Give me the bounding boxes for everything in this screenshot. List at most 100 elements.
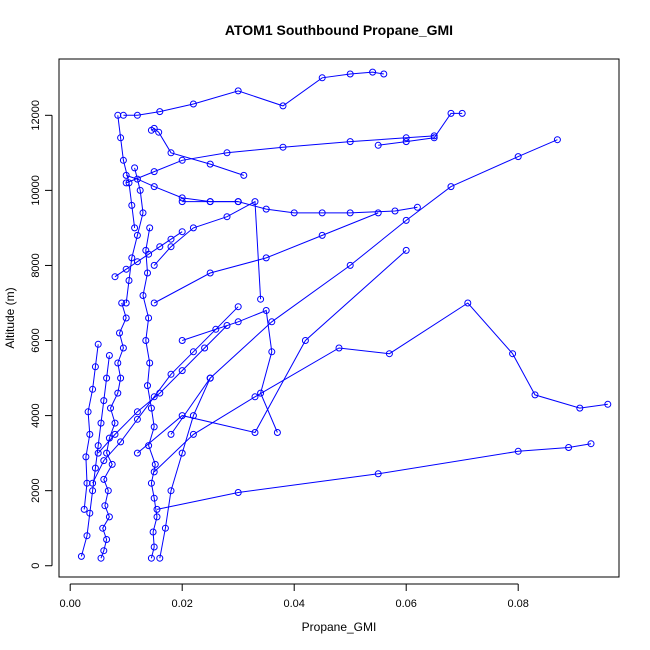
data-point <box>402 134 410 142</box>
data-point <box>279 102 287 110</box>
data-point <box>118 299 126 307</box>
series-3 <box>80 340 102 513</box>
data-point <box>103 449 111 457</box>
data-point <box>77 552 85 560</box>
data-point <box>257 295 265 303</box>
data-point <box>212 325 220 333</box>
x-axis-label: Propane_GMI <box>302 620 377 634</box>
series-20 <box>111 228 186 281</box>
plot-frame <box>58 58 620 578</box>
data-point <box>262 205 270 213</box>
data-point <box>150 299 158 307</box>
y-axis-label: Altitude (m) <box>3 287 17 348</box>
data-point <box>189 430 197 438</box>
series-line <box>159 377 211 559</box>
data-point <box>268 318 276 326</box>
data-point <box>150 423 158 431</box>
y-axis: 0 2000 4000 6000 8000 10000 12000 <box>30 100 53 569</box>
data-point <box>273 429 281 436</box>
data-point <box>279 143 287 151</box>
data-point <box>268 348 276 356</box>
data-point <box>206 160 214 168</box>
data-point <box>84 408 92 416</box>
data-point <box>116 329 123 337</box>
series-4 <box>156 374 214 562</box>
data-point <box>604 400 612 408</box>
data-point <box>531 391 539 399</box>
data-point <box>89 385 97 393</box>
data-point <box>114 389 122 397</box>
data-point <box>133 258 141 266</box>
data-point <box>178 198 186 206</box>
data-point <box>117 374 125 382</box>
data-point <box>133 449 141 457</box>
data-point <box>150 393 158 401</box>
series-line <box>182 309 278 433</box>
data-point <box>142 337 150 344</box>
data-point <box>167 430 175 438</box>
data-point <box>80 505 88 513</box>
y-tick-label: 8000 <box>30 253 42 277</box>
series-line <box>153 200 262 300</box>
data-point <box>114 111 122 119</box>
data-point <box>86 509 94 517</box>
series-line <box>114 231 183 278</box>
series-line <box>123 71 384 116</box>
data-point <box>346 209 354 217</box>
data-point <box>133 415 141 423</box>
series-line <box>80 355 110 557</box>
series-line <box>83 344 99 510</box>
data-point <box>91 464 99 472</box>
data-point <box>150 494 158 502</box>
data-point <box>167 235 175 243</box>
series-line <box>126 174 239 203</box>
data-point <box>122 265 130 273</box>
data-point <box>94 449 102 457</box>
data-point <box>240 171 248 179</box>
data-point <box>145 314 153 322</box>
series-line <box>153 212 379 304</box>
data-point <box>91 363 99 371</box>
data-point <box>167 149 175 157</box>
series-14 <box>147 124 248 179</box>
data-point <box>178 337 186 344</box>
x-tick-label: 0.00 <box>59 598 80 610</box>
data-point <box>335 344 343 352</box>
data-point <box>346 138 354 146</box>
data-point <box>374 470 382 478</box>
y-tick-label: 4000 <box>30 403 42 427</box>
data-point <box>156 554 164 562</box>
chart-title: ATOM1 Southbound Propane_GMI <box>225 22 453 38</box>
data-point <box>178 194 186 202</box>
series-5 <box>153 440 595 513</box>
data-point <box>206 198 214 206</box>
y-tick-label: 6000 <box>30 328 42 352</box>
series-8 <box>133 246 410 457</box>
data-point <box>136 186 144 194</box>
data-point <box>430 132 438 140</box>
data-point <box>119 156 127 164</box>
data-point <box>150 183 158 191</box>
data-point <box>318 209 326 217</box>
series-line <box>378 112 463 146</box>
data-point <box>576 404 584 412</box>
series-22 <box>114 111 139 232</box>
data-point <box>413 203 421 211</box>
data-point <box>374 209 382 217</box>
data-point <box>156 243 164 251</box>
data-point <box>100 475 108 483</box>
data-point <box>125 277 133 284</box>
data-point <box>105 352 113 359</box>
x-tick-label: 0.02 <box>171 598 192 610</box>
data-point <box>514 447 522 455</box>
data-point <box>150 124 158 132</box>
data-point <box>206 374 214 382</box>
data-point <box>133 111 141 119</box>
data-point <box>146 224 154 232</box>
series-line <box>182 201 418 214</box>
data-point <box>346 261 354 269</box>
data-point <box>189 348 197 356</box>
series-line <box>125 167 144 304</box>
data-point <box>167 487 175 495</box>
data-point <box>103 536 111 543</box>
